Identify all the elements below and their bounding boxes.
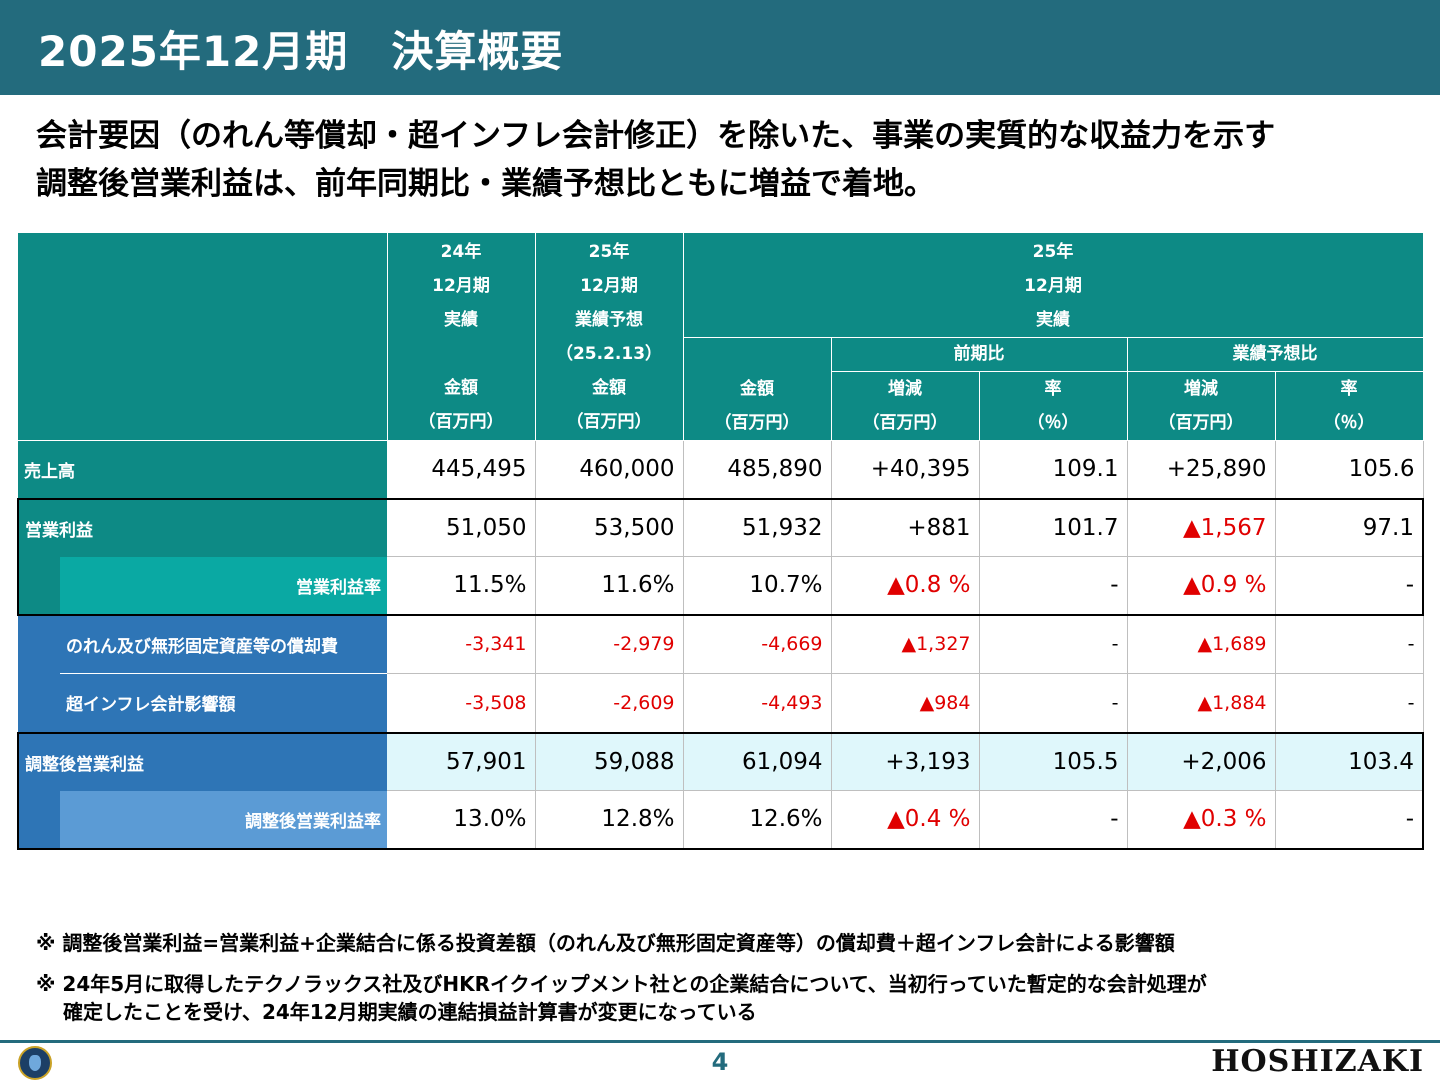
cell-negative: ▲0.9 % (1127, 556, 1276, 616)
cell: 105.6 (1275, 440, 1424, 499)
footnote-2-line-1: ※ 24年5月に取得したテクノラックス社及びHKRイクイップメント社との企業結合… (36, 972, 1207, 996)
cell: 13.0% (387, 790, 536, 850)
header-vs-prev-year: 前期比 (831, 337, 1128, 372)
row-label-adjusted-operating-profit: 調整後営業利益 (17, 731, 387, 791)
page-number: 4 (711, 1048, 729, 1076)
table-row-adjusted-margin: 調整後営業利益率 13.0% 12.8% 12.6% ▲0.4 % - ▲0.3… (17, 790, 1424, 850)
cell-negative: ▲0.4 % (831, 790, 980, 850)
summary-line-1: 会計要因（のれん等償却・超インフレ会計修正）を除いた、事業の実質的な収益力を示す (36, 118, 1276, 154)
row-indent (17, 790, 60, 850)
cell: 109.1 (979, 440, 1128, 499)
financial-summary-table: 24年 12月期 実績 金額 （百万円） 25年 12月期 業績予想 （25.2… (17, 233, 1424, 850)
cell: 105.5 (979, 731, 1128, 791)
header-fcst-rate: 率 （％） (1275, 371, 1424, 441)
cell: 103.4 (1275, 731, 1424, 791)
header-fcst-change: 増減 （百万円） (1127, 371, 1276, 441)
header-blank (18, 233, 388, 441)
summary-line-2: 調整後営業利益は、前年同期比・業績予想比ともに増益で着地。 (36, 166, 935, 202)
cell-negative: -2,979 (535, 614, 684, 674)
header-prev-change: 増減 （百万円） (831, 371, 980, 441)
company-emblem-icon (18, 1046, 52, 1080)
cell: 57,901 (387, 731, 536, 791)
footnote-2-line-2: 確定したことを受け、24年12月期実績の連結損益計算書が変更になっている (36, 1000, 757, 1024)
table-row-amortization: のれん及び無形固定資産等の償却費 -3,341 -2,979 -4,669 ▲1… (17, 614, 1424, 674)
cell-negative: -4,669 (683, 614, 832, 674)
cell: 53,500 (535, 497, 684, 557)
row-label-operating-margin: 営業利益率 (60, 556, 387, 616)
table-row-operating-margin: 営業利益率 11.5% 11.6% 10.7% ▲0.8 % - ▲0.9 % … (17, 556, 1424, 616)
row-label-amortization: のれん及び無形固定資産等の償却費 (60, 614, 387, 674)
cell: +25,890 (1127, 440, 1276, 499)
row-indent (17, 556, 60, 616)
cell: +3,193 (831, 731, 980, 791)
cell: - (979, 673, 1128, 733)
row-label-hyperinflation: 超インフレ会計影響額 (60, 673, 387, 733)
cell: +40,395 (831, 440, 980, 499)
row-label-operating-profit: 営業利益 (17, 497, 387, 557)
cell: 61,094 (683, 731, 832, 791)
cell-negative: -4,493 (683, 673, 832, 733)
cell: 485,890 (683, 440, 832, 499)
cell: 59,088 (535, 731, 684, 791)
cell-negative: ▲984 (831, 673, 980, 733)
cell: 97.1 (1275, 497, 1424, 557)
title-bar: 2025年12月期 決算概要 (0, 0, 1440, 95)
cell: - (1275, 614, 1424, 674)
cell: 51,050 (387, 497, 536, 557)
header-prev-rate: 率 （％） (979, 371, 1128, 441)
cell-negative: ▲1,689 (1127, 614, 1276, 674)
cell: - (979, 790, 1128, 850)
cell-negative: ▲0.3 % (1127, 790, 1276, 850)
brand-logo: HOSHIZAKI (1211, 1044, 1424, 1079)
cell: 12.8% (535, 790, 684, 850)
table-row-hyperinflation: 超インフレ会計影響額 -3,508 -2,609 -4,493 ▲984 - ▲… (18, 673, 1424, 733)
row-indent (17, 614, 60, 674)
cell-negative: ▲1,884 (1127, 673, 1276, 733)
summary-text: 会計要因（のれん等償却・超インフレ会計修正）を除いた、事業の実質的な収益力を示す… (36, 112, 1416, 208)
table-row-operating-profit: 営業利益 51,050 53,500 51,932 +881 101.7 ▲1,… (17, 497, 1424, 557)
header-fy25-forecast: 25年 12月期 業績予想 （25.2.13） 金額 （百万円） (535, 233, 684, 441)
header-fy25-actual-group: 25年 12月期 実績 (683, 233, 1424, 338)
cell: 11.5% (387, 556, 536, 616)
cell: 12.6% (683, 790, 832, 850)
footnote-1: ※ 調整後営業利益=営業利益+企業結合に係る投資差額（のれん及び無形固定資産等）… (36, 931, 1175, 955)
cell: +2,006 (1127, 731, 1276, 791)
page-title: 2025年12月期 決算概要 (38, 27, 564, 76)
table-row-sales: 売上高 445,495 460,000 485,890 +40,395 109.… (18, 440, 1424, 499)
row-indent (18, 673, 60, 733)
header-amount-cell: 金額 （百万円） (683, 337, 832, 441)
cell: 101.7 (979, 497, 1128, 557)
header-fy24-actual: 24年 12月期 実績 金額 （百万円） (387, 233, 536, 441)
cell-negative: -3,341 (387, 614, 536, 674)
footer-divider (0, 1040, 1440, 1043)
cell: - (1275, 556, 1424, 616)
cell-negative: ▲0.8 % (831, 556, 980, 616)
cell-negative: ▲1,327 (831, 614, 980, 674)
cell: 460,000 (535, 440, 684, 499)
cell: - (1275, 790, 1424, 850)
cell: 51,932 (683, 497, 832, 557)
cell: 11.6% (535, 556, 684, 616)
cell: 445,495 (387, 440, 536, 499)
cell: 10.7% (683, 556, 832, 616)
cell: - (979, 614, 1128, 674)
header-vs-forecast: 業績予想比 (1127, 337, 1424, 372)
cell-negative: -3,508 (387, 673, 536, 733)
table-row-adjusted-operating-profit: 調整後営業利益 57,901 59,088 61,094 +3,193 105.… (17, 731, 1424, 791)
row-label-sales: 売上高 (18, 440, 387, 499)
row-label-adjusted-margin: 調整後営業利益率 (60, 790, 387, 850)
cell: +881 (831, 497, 980, 557)
cell-negative: ▲1,567 (1127, 497, 1276, 557)
cell: - (1275, 673, 1424, 733)
cell: - (979, 556, 1128, 616)
cell-negative: -2,609 (535, 673, 684, 733)
